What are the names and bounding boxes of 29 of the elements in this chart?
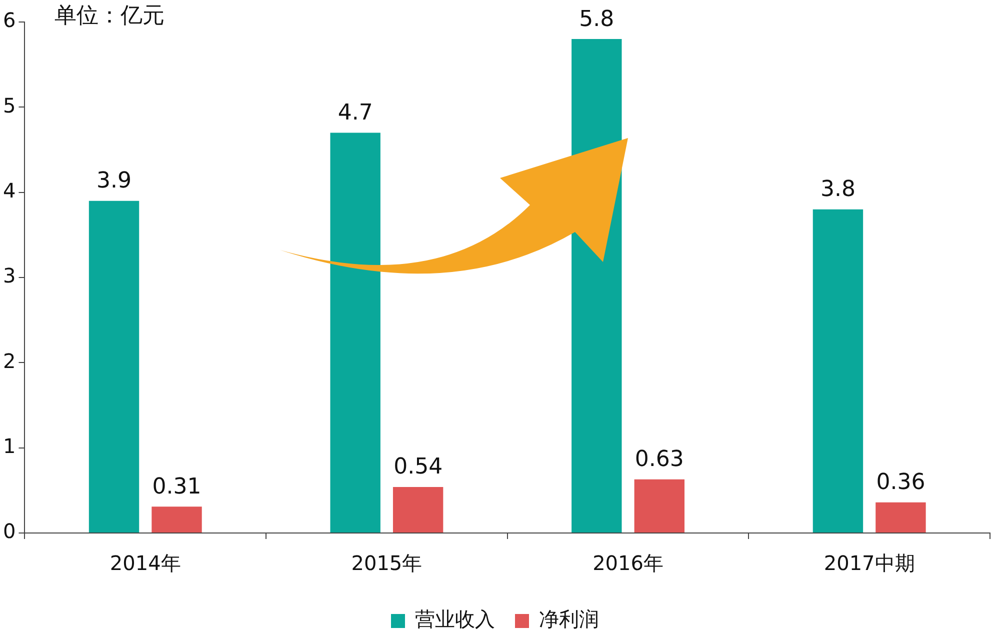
annotation: 单位：亿元 (54, 4, 165, 29)
bar (152, 506, 202, 532)
y-tick-label: 0 (2, 519, 16, 544)
x-tick-label: 2014年 (110, 551, 181, 576)
x-tick-label: 2016年 (592, 551, 664, 576)
bar (812, 209, 864, 532)
bar (330, 132, 380, 532)
bar (392, 487, 444, 532)
bar (876, 502, 926, 532)
data-label: 0.36 (876, 470, 926, 496)
y-tick-label: 1 (2, 434, 16, 458)
data-label: 0.31 (152, 474, 202, 500)
bar (88, 200, 140, 532)
data-label: 4.7 (338, 100, 373, 126)
y-tick-label: 2 (2, 348, 16, 373)
y-tick-label: 3 (2, 264, 16, 288)
x-tick-label: 2017中期 (824, 551, 915, 576)
legend-label: 营业收入 (415, 607, 495, 632)
y-tick-label: 6 (2, 8, 16, 32)
data-label: 3.9 (96, 168, 132, 194)
x-tick-label: 2015年 (351, 551, 422, 576)
bar (634, 479, 684, 532)
data-label: 5.8 (579, 6, 614, 32)
y-tick-label: 5 (2, 93, 16, 118)
data-label: 0.54 (394, 454, 443, 480)
data-label: 3.8 (820, 177, 856, 202)
data-label: 0.63 (634, 447, 684, 472)
y-tick-label: 4 (2, 178, 16, 203)
legend-label: 净利润 (539, 607, 599, 632)
